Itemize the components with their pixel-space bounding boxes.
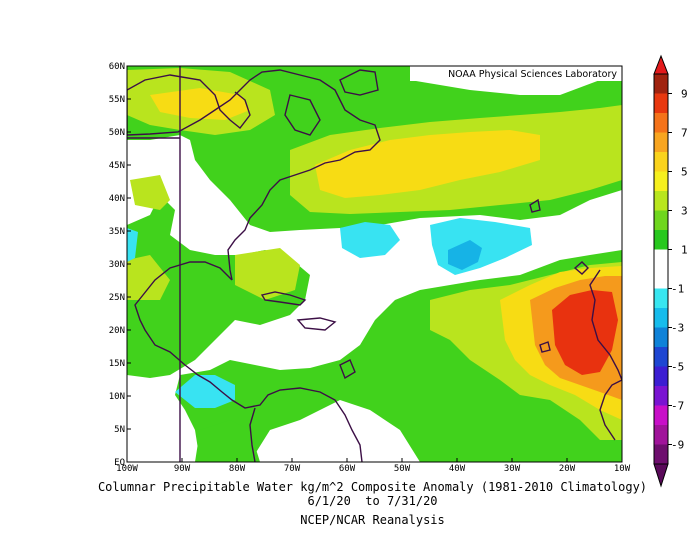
source-label: NOAA Physical Sciences Laboratory [448,69,617,80]
colorbar-label: -7 [671,400,684,413]
lat-tick-label: 55N [109,95,125,105]
lon-tick-label: 20W [559,464,576,474]
lat-tick-label: 60N [109,62,125,72]
colorbar-segment [654,347,668,367]
colorbar-label: -5 [671,361,684,374]
latitude-axis: 60N 55N 50N 45N 40N 35N 30N 25N 20N 15N 10N 5N EQ [109,62,131,468]
longitude-axis: 100W 90W 80W 70W 60W 50W 40W 30W 20W 10W [116,458,631,474]
colorbar-label: 3 [681,205,688,218]
caption-date-range: 6/1/20 to 7/31/20 [307,494,438,508]
colorbar-segment [654,249,668,270]
colorbar-label: -1 [671,283,684,296]
lat-tick-label: 50N [109,128,125,138]
lon-tick-label: 70W [284,464,301,474]
caption-title: Columnar Precipitable Water kg/m^2 Compo… [97,480,648,494]
lon-tick-label: 80W [229,464,246,474]
colorbar-segment [654,210,668,231]
colorbar-frame [653,73,669,465]
lat-tick-label: 30N [109,260,125,270]
colorbar-segment [654,444,668,465]
colorbar-segment [654,288,668,309]
lat-tick-label: 40N [109,194,125,204]
lat-tick-label: EQ [114,458,125,468]
source-label-box [410,66,622,81]
colorbar-segment [654,425,668,445]
colorbar-label: 1 [681,244,688,257]
colorbar-segment [654,230,668,250]
colorbar-label: 5 [681,166,688,179]
colorbar-label: -3 [671,322,684,335]
colorbar-segment [654,269,668,289]
lon-tick-label: 100W [116,464,138,474]
lat-tick-label: 10N [109,392,125,402]
caption-dataset: NCEP/NCAR Reanalysis [300,513,445,527]
lat-tick-label: 35N [109,227,125,237]
anomaly-fields [127,66,622,462]
colorbar-label: -9 [671,439,684,452]
colorbar-segment [654,171,668,192]
colorbar: 9 7 5 3 1 -1 -3 -5 -7 -9 [653,54,688,488]
colorbar-segment [654,152,668,172]
colorbar-segment [654,132,668,153]
anomaly-contour-lightblue [448,240,482,270]
lat-tick-label: 15N [109,359,125,369]
colorbar-max-triangle [653,54,669,75]
anomaly-contour-red [552,290,618,375]
colorbar-segment [654,327,668,348]
lat-tick-label: 25N [109,293,125,303]
colorbar-label: 7 [681,127,688,140]
lon-tick-label: 40W [449,464,466,474]
coastlines [127,69,622,462]
lat-tick-label: 5N [114,425,125,435]
colorbar-label: 9 [681,88,688,101]
colorbar-segment [654,386,668,406]
colorbar-segment [654,113,668,133]
lat-tick-label: 45N [109,161,125,171]
lon-tick-label: 10W [614,464,631,474]
colorbar-segment [654,366,668,387]
lat-tick-label: 20N [109,326,125,336]
colorbar-segment [654,405,668,426]
lon-tick-label: 30W [504,464,521,474]
colorbar-segment [654,93,668,114]
colorbar-segment [654,191,668,211]
lon-tick-label: 90W [174,464,191,474]
lon-tick-label: 50W [394,464,411,474]
lon-tick-label: 60W [339,464,356,474]
colorbar-segment [654,74,668,94]
colorbar-segment [654,308,668,328]
